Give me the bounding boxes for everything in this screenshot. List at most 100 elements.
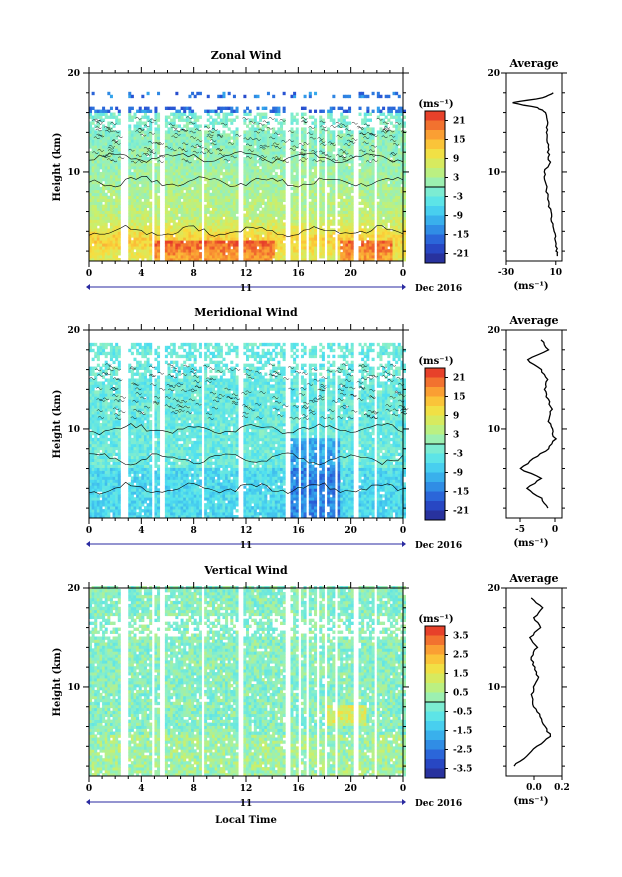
heatmap-cell [266, 139, 270, 143]
heatmap-cell [366, 142, 370, 146]
heatmap-cell [327, 133, 331, 137]
heatmap-cell [146, 177, 150, 182]
heatmap-cell [358, 177, 362, 182]
heatmap-cell [314, 157, 318, 161]
heatmap-cell [230, 198, 234, 203]
heatmap-cell [136, 216, 140, 220]
heatmap-cell [177, 124, 181, 128]
heatmap-cell [193, 166, 197, 170]
heatmap-cell [136, 204, 140, 208]
heatmap-cell [293, 246, 297, 250]
heatmap-cell [149, 213, 153, 217]
heatmap-cell [149, 171, 153, 176]
heatmap-cell [303, 118, 307, 122]
heatmap-cell [311, 174, 315, 179]
heatmap-cell [384, 139, 388, 143]
heatmap-cell [130, 225, 134, 229]
heatmap-cell [222, 225, 226, 229]
heatmap-cell [269, 195, 273, 200]
heatmap-cell [389, 258, 393, 262]
heatmap-cell [222, 183, 226, 188]
contour-squiggle [254, 138, 261, 141]
heatmap-cell [314, 109, 318, 113]
heatmap-cell [177, 112, 181, 116]
heatmap-cell [154, 222, 158, 226]
heatmap-cell [94, 177, 98, 182]
heatmap-cell [256, 189, 260, 194]
heatmap-cell [232, 207, 236, 211]
heatmap-cell [204, 174, 208, 179]
heatmap-cell [130, 171, 134, 176]
heatmap-cell [261, 124, 265, 128]
heatmap-cell [136, 201, 140, 205]
heatmap-cell [311, 216, 315, 220]
heatmap-cell [366, 166, 370, 170]
contour-squiggle [390, 152, 398, 155]
heatmap-cell [130, 154, 134, 158]
heatmap-cell [321, 249, 325, 253]
heatmap-cell [117, 186, 121, 191]
heatmap-cell [172, 186, 176, 191]
heatmap-cell [180, 130, 184, 134]
heatmap-cell [395, 249, 399, 253]
heatmap-cell [387, 177, 391, 182]
heatmap-cell [183, 142, 187, 146]
heatmap-cell [188, 171, 192, 176]
heatmap-cell [314, 249, 318, 253]
heatmap-cell [133, 174, 137, 179]
heatmap-cell [94, 139, 98, 143]
heatmap-cell [217, 145, 221, 149]
heatmap-cell [376, 136, 380, 140]
contour-squiggle [144, 153, 152, 156]
heatmap-cell [107, 109, 111, 113]
heatmap-cell [261, 210, 265, 214]
heatmap-cell [211, 136, 215, 140]
heatmap-cell [327, 115, 331, 119]
heatmap-cell [183, 204, 187, 208]
heatmap-cell [261, 222, 265, 226]
heatmap-cell [269, 174, 273, 179]
heatmap-cell [389, 237, 393, 241]
heatmap-cell [222, 186, 226, 191]
heatmap-cell [141, 166, 145, 170]
heatmap-cell [230, 240, 234, 244]
heatmap-cell [382, 195, 386, 200]
heatmap-cell [259, 180, 263, 185]
heatmap-cell [128, 136, 132, 140]
heatmap-cell [143, 216, 147, 220]
heatmap-cell [206, 219, 210, 223]
heatmap-cell [363, 174, 367, 179]
heatmap-cell [259, 240, 263, 244]
heatmap-cell [379, 121, 383, 125]
heatmap-cell [141, 195, 145, 200]
heatmap-cell [350, 174, 354, 179]
heatmap-cell [225, 189, 229, 194]
contour-squiggle [206, 135, 213, 139]
heatmap-cell [395, 255, 399, 259]
heatmap-cell [138, 231, 142, 235]
heatmap-cell [141, 151, 145, 155]
heatmap-cell [384, 237, 388, 241]
heatmap-cell [107, 180, 111, 185]
heatmap-cell [177, 139, 181, 143]
heatmap-cell [130, 228, 134, 232]
heatmap-cell [389, 255, 393, 259]
heatmap-cell [256, 237, 260, 241]
heatmap-cell [164, 163, 168, 167]
heatmap-cell [348, 160, 352, 164]
heatmap-cell [143, 210, 147, 214]
heatmap-cell [376, 106, 380, 111]
heatmap-cell [209, 160, 213, 164]
heatmap-cell [180, 222, 184, 226]
heatmap-cell [141, 255, 145, 259]
heatmap-cell [117, 225, 121, 229]
heatmap-cell [206, 225, 210, 229]
heatmap-cell [290, 166, 294, 170]
heatmap-cell [384, 249, 388, 253]
heatmap-cell [211, 258, 215, 262]
heatmap-cell [230, 201, 234, 205]
heatmap-cell [269, 201, 273, 205]
heatmap-cell [227, 249, 231, 253]
heatmap-cell [392, 249, 396, 253]
heatmap-cell [117, 148, 121, 152]
